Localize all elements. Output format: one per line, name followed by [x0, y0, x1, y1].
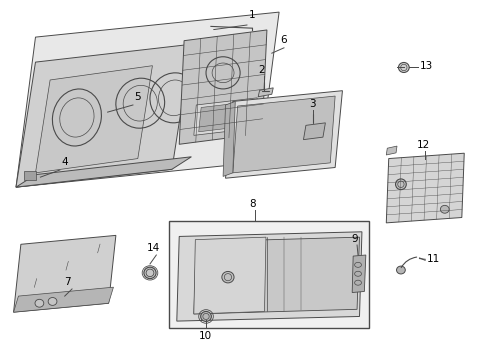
Polygon shape — [233, 96, 335, 173]
Polygon shape — [303, 123, 325, 140]
Polygon shape — [194, 237, 360, 314]
Text: 2: 2 — [259, 64, 266, 75]
Polygon shape — [177, 232, 362, 321]
Text: 12: 12 — [416, 140, 430, 150]
Polygon shape — [352, 255, 366, 293]
Polygon shape — [14, 235, 116, 312]
Text: 14: 14 — [147, 243, 161, 253]
Text: 10: 10 — [198, 331, 212, 341]
Polygon shape — [194, 237, 266, 314]
Ellipse shape — [144, 267, 156, 279]
Polygon shape — [258, 88, 273, 97]
Polygon shape — [386, 146, 397, 155]
Text: 8: 8 — [249, 199, 256, 209]
Text: 13: 13 — [419, 62, 433, 71]
Ellipse shape — [396, 266, 405, 274]
Polygon shape — [16, 157, 192, 187]
Ellipse shape — [441, 205, 449, 213]
Polygon shape — [179, 30, 267, 144]
Polygon shape — [35, 66, 152, 173]
Ellipse shape — [222, 271, 234, 283]
Text: 1: 1 — [249, 10, 256, 20]
Ellipse shape — [35, 299, 44, 307]
Ellipse shape — [201, 311, 211, 321]
Ellipse shape — [395, 179, 406, 190]
Polygon shape — [14, 287, 114, 312]
Text: 9: 9 — [352, 234, 358, 244]
Polygon shape — [194, 98, 257, 135]
Text: 11: 11 — [427, 254, 440, 264]
Ellipse shape — [398, 63, 409, 72]
Polygon shape — [16, 12, 279, 187]
Text: 4: 4 — [62, 157, 69, 167]
Polygon shape — [16, 44, 192, 187]
Polygon shape — [199, 102, 252, 132]
Polygon shape — [223, 102, 235, 176]
Bar — [170, 221, 369, 328]
Text: 5: 5 — [134, 92, 141, 102]
Bar — [24, 171, 36, 180]
Polygon shape — [225, 91, 343, 178]
Text: 6: 6 — [280, 35, 287, 45]
Polygon shape — [386, 153, 464, 223]
Ellipse shape — [48, 297, 57, 305]
Text: 3: 3 — [309, 99, 316, 109]
Text: 7: 7 — [64, 277, 71, 287]
